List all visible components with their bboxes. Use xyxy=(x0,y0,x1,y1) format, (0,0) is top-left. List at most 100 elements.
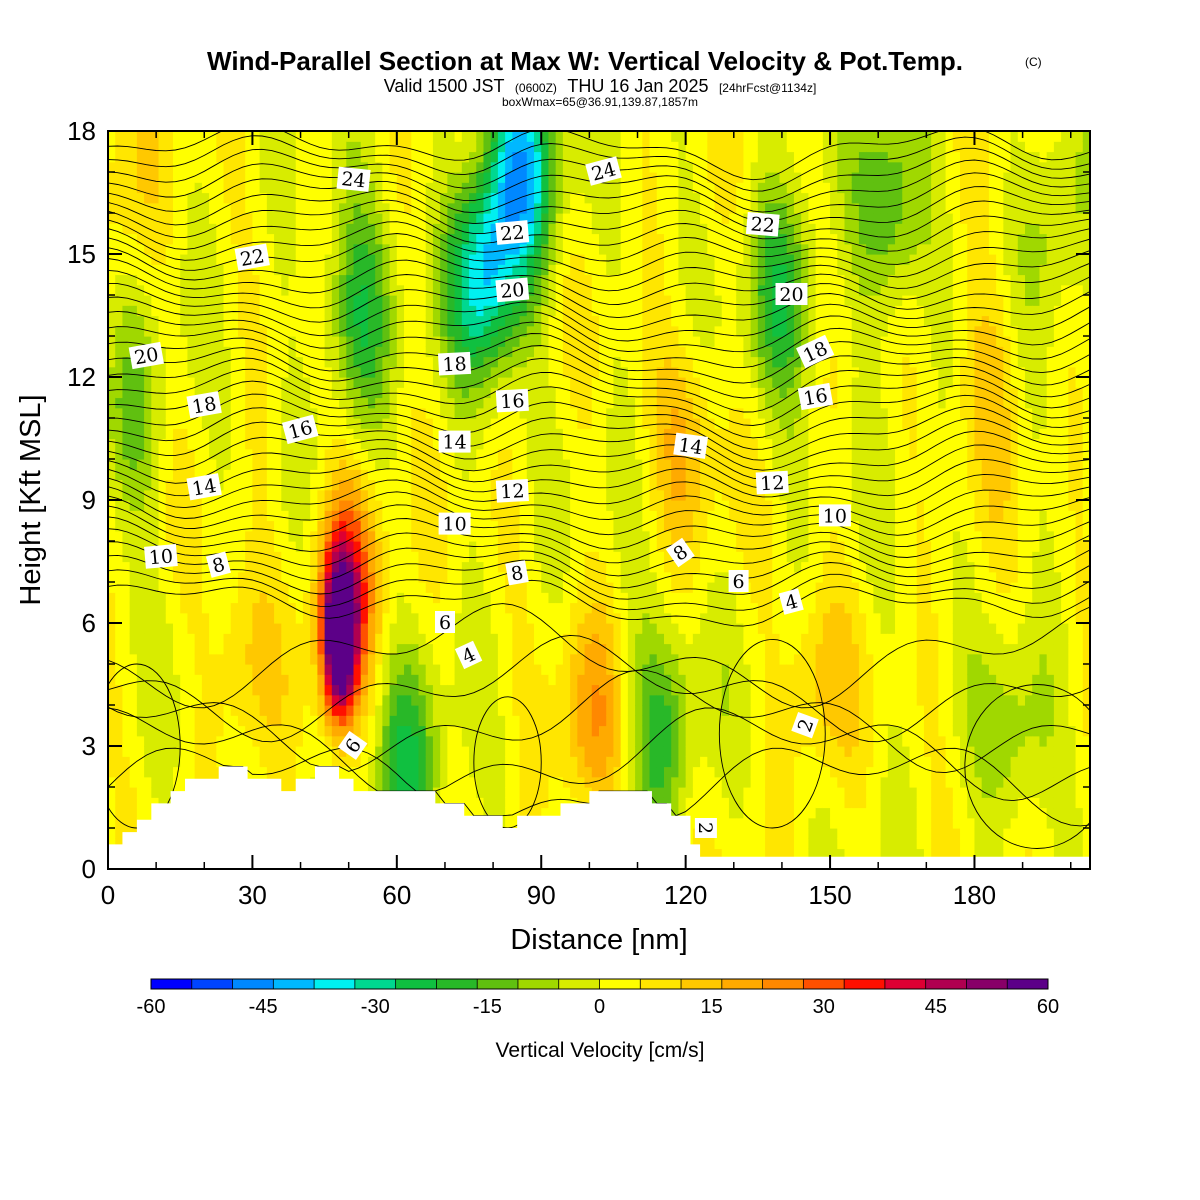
velocity-cell xyxy=(396,479,405,491)
velocity-cell xyxy=(483,397,492,409)
velocity-cell xyxy=(187,582,196,593)
velocity-cell xyxy=(144,520,152,532)
velocity-cell xyxy=(584,295,593,306)
velocity-cell xyxy=(310,315,318,327)
velocity-cell xyxy=(490,284,499,296)
velocity-cell xyxy=(252,274,261,286)
velocity-cell xyxy=(223,336,232,347)
velocity-cell xyxy=(440,694,448,706)
velocity-cell xyxy=(230,612,239,624)
velocity-cell xyxy=(115,828,124,839)
velocity-cell xyxy=(237,182,246,194)
velocity-cell xyxy=(172,202,181,214)
velocity-cell xyxy=(469,161,477,173)
velocity-cell xyxy=(122,387,131,399)
velocity-cell xyxy=(353,684,362,696)
velocity-cell xyxy=(353,725,362,737)
velocity-cell xyxy=(216,541,225,552)
velocity-cell xyxy=(245,448,254,460)
velocity-cell xyxy=(223,366,232,378)
velocity-cell xyxy=(346,674,355,686)
velocity-cell xyxy=(245,418,254,429)
velocity-cell xyxy=(223,151,232,163)
velocity-cell xyxy=(483,305,492,317)
velocity-cell xyxy=(209,356,217,368)
velocity-cell xyxy=(331,223,340,235)
velocity-cell xyxy=(346,325,355,337)
velocity-cell xyxy=(288,233,297,245)
velocity-cell xyxy=(526,346,535,358)
velocity-cell xyxy=(180,653,189,665)
velocity-cell xyxy=(382,284,391,296)
velocity-cell xyxy=(461,274,470,286)
velocity-cell xyxy=(237,284,246,296)
velocity-cell xyxy=(476,202,485,214)
velocity-cell xyxy=(469,602,477,614)
velocity-cell xyxy=(555,612,564,624)
velocity-cell xyxy=(237,213,246,224)
velocity-cell xyxy=(360,428,369,440)
velocity-cell xyxy=(281,305,290,317)
velocity-cell xyxy=(230,735,239,747)
velocity-cell xyxy=(548,336,557,347)
velocity-cell xyxy=(411,264,420,276)
velocity-cell xyxy=(194,141,203,153)
velocity-cell xyxy=(136,541,145,552)
velocity-cell xyxy=(591,356,600,368)
velocity-cell xyxy=(454,725,463,737)
velocity-cell xyxy=(346,694,355,706)
velocity-cell xyxy=(432,705,441,716)
velocity-cell xyxy=(266,705,275,716)
velocity-cell xyxy=(302,684,311,696)
velocity-cell xyxy=(187,233,196,245)
velocity-cell xyxy=(534,243,542,255)
velocity-cell xyxy=(548,674,557,686)
velocity-cell xyxy=(201,295,210,306)
velocity-cell xyxy=(375,151,383,163)
velocity-cell xyxy=(122,346,131,358)
velocity-cell xyxy=(382,264,391,276)
velocity-cell xyxy=(512,674,521,686)
velocity-cell xyxy=(115,561,124,573)
velocity-cell xyxy=(584,202,593,214)
velocity-cell xyxy=(252,725,261,737)
velocity-cell xyxy=(591,725,600,737)
velocity-cell xyxy=(165,264,174,276)
velocity-cell xyxy=(245,192,254,204)
velocity-cell xyxy=(425,284,434,296)
velocity-cell xyxy=(259,397,268,409)
velocity-cell xyxy=(274,438,282,450)
velocity-cell xyxy=(375,612,383,624)
velocity-cell xyxy=(447,489,456,501)
velocity-cell xyxy=(519,202,528,214)
velocity-cell xyxy=(136,428,145,440)
velocity-cell xyxy=(404,664,412,675)
velocity-cell xyxy=(115,202,124,214)
velocity-cell xyxy=(389,612,398,624)
velocity-cell xyxy=(425,438,434,450)
velocity-cell xyxy=(534,479,542,491)
velocity-cell xyxy=(411,192,420,204)
velocity-cell xyxy=(389,510,398,522)
velocity-cell xyxy=(440,233,448,245)
velocity-cell xyxy=(136,551,145,563)
velocity-cell xyxy=(346,469,355,481)
velocity-cell xyxy=(577,643,586,655)
velocity-cell xyxy=(295,746,304,757)
velocity-cell xyxy=(194,602,203,614)
velocity-cell xyxy=(591,541,600,552)
velocity-cell xyxy=(367,735,376,747)
velocity-cell xyxy=(136,797,145,809)
velocity-cell xyxy=(245,295,254,306)
velocity-cell xyxy=(584,787,593,798)
velocity-cell xyxy=(584,479,593,491)
velocity-cell xyxy=(317,315,326,327)
velocity-cell xyxy=(339,346,347,358)
velocity-cell xyxy=(396,510,405,522)
velocity-cell xyxy=(295,582,304,593)
velocity-cell xyxy=(360,489,369,501)
velocity-cell xyxy=(158,623,167,634)
velocity-cell xyxy=(432,141,441,153)
velocity-cell xyxy=(476,602,485,614)
velocity-cell xyxy=(288,633,297,645)
